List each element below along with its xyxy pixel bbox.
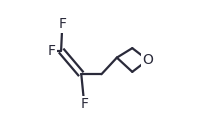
Text: F: F (48, 44, 56, 57)
Text: F: F (58, 17, 66, 31)
Text: O: O (142, 53, 153, 67)
Text: F: F (80, 97, 88, 111)
